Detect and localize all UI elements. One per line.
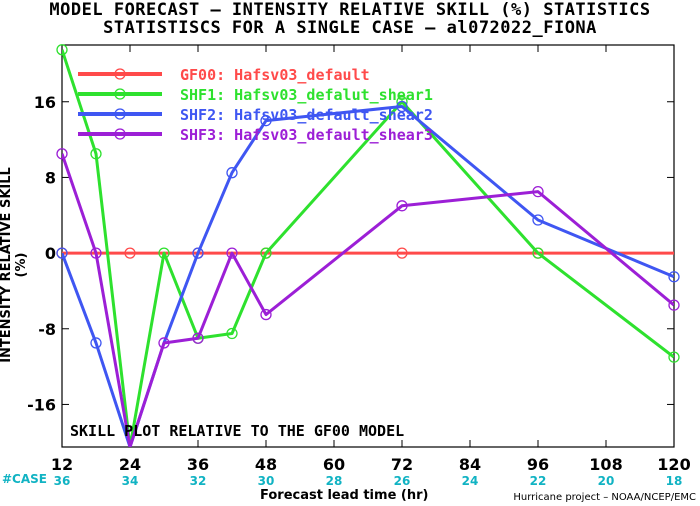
case-count-value: 34	[122, 474, 139, 488]
data-point-shf2	[90, 337, 102, 349]
data-point-shf3	[90, 247, 102, 259]
x-tick-label: 36	[187, 455, 209, 474]
data-point-shf1	[56, 44, 68, 56]
legend-label: SHF3: Hafsv03_default_shear3	[180, 126, 433, 144]
x-tick-label: 60	[323, 455, 345, 474]
x-tick-label: 24	[119, 455, 141, 474]
data-point-shf2	[226, 167, 238, 179]
data-point-shf1	[226, 327, 238, 340]
data-point-shf1	[90, 148, 102, 160]
x-tick-label: 120	[657, 455, 690, 474]
data-point-shf3	[532, 185, 544, 198]
case-count-value: 36	[54, 474, 71, 488]
data-point-shf2	[56, 247, 68, 259]
x-tick-label: 72	[391, 455, 413, 474]
case-count-value: 20	[598, 474, 615, 488]
y-axis-label-wrap: INTENSITY RELATIVE SKILL (%)	[0, 150, 29, 370]
y-tick-label: 0	[45, 244, 56, 263]
x-tick-label: 48	[255, 455, 277, 474]
y-tick-label: 8	[45, 168, 56, 187]
legend-label: SHF2: Hafsv03_default_shear2	[180, 106, 433, 124]
legend-label: SHF1: Hafsv03_defalut_shear1	[180, 86, 433, 104]
series-line-shf1	[62, 49, 674, 447]
legend-marker	[114, 68, 126, 80]
legend-marker	[114, 108, 126, 120]
data-point-shf2	[532, 214, 544, 226]
case-count-value: 28	[326, 474, 343, 488]
data-point-shf2	[192, 247, 204, 259]
data-point-shf3	[158, 337, 170, 349]
data-point-shf1	[532, 247, 544, 259]
series-line-shf3	[62, 153, 674, 447]
x-tick-label: 108	[589, 455, 622, 474]
x-axis-label: Forecast lead time (hr)	[260, 488, 429, 503]
data-point-shf2	[396, 100, 408, 113]
case-count-value: 18	[666, 474, 683, 488]
data-point-shf3	[668, 299, 680, 311]
plot-annotation: SKILL PLOT RELATIVE TO THE GF00 MODEL	[70, 422, 404, 440]
data-point-shf3	[260, 308, 272, 321]
case-count-value: 26	[394, 474, 411, 488]
data-point-shf2	[668, 271, 680, 283]
y-axis-label: INTENSITY RELATIVE SKILL (%)	[0, 167, 29, 363]
case-count-label: #CASE	[2, 472, 47, 486]
data-point-shf3	[226, 247, 238, 259]
x-tick-label: 84	[459, 455, 481, 474]
credit-text: Hurricane project – NOAA/NCEP/EMC	[513, 492, 696, 503]
series-line-shf2	[62, 104, 674, 447]
data-point-gf00	[124, 247, 136, 259]
chart-title-line1: MODEL FORECAST – INTENSITY RELATIVE SKIL…	[49, 0, 651, 20]
case-count-value: 32	[190, 474, 207, 488]
legend-marker	[114, 88, 126, 100]
y-tick-label: -8	[38, 320, 56, 339]
plot-frame	[61, 44, 675, 448]
data-point-shf3	[192, 332, 204, 344]
data-point-shf1	[260, 247, 272, 259]
data-point-shf3	[396, 200, 408, 212]
legend-marker	[114, 128, 126, 140]
data-point-shf1	[158, 247, 170, 259]
chart-title-line2: STATISTISCS FOR A SINGLE CASE – al072022…	[103, 18, 597, 38]
data-point-shf2	[260, 115, 272, 127]
case-count-value: 22	[530, 474, 547, 488]
y-tick-label: 16	[34, 93, 56, 112]
data-point-shf3	[56, 148, 68, 160]
case-count-value: 30	[258, 474, 275, 488]
data-point-gf00	[396, 247, 408, 259]
x-tick-label: 96	[527, 455, 549, 474]
case-count-value: 24	[462, 474, 479, 488]
data-point-shf1	[668, 351, 680, 363]
y-tick-label: -16	[27, 395, 56, 414]
x-tick-label: 12	[51, 455, 73, 474]
legend-label: GF00: Hafsv03_default	[180, 66, 370, 84]
